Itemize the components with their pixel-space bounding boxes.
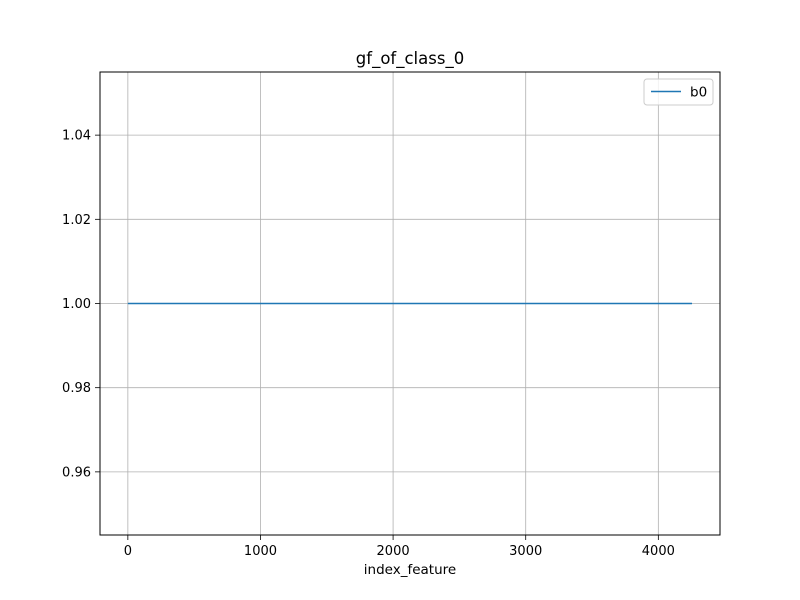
legend: b0	[643, 78, 714, 106]
x-axis: 0 1000 2000 3000 4000	[124, 535, 675, 559]
x-tick-label: 4000	[642, 544, 675, 559]
y-axis: 0.96 0.98 1.00 1.02 1.04	[62, 129, 100, 480]
chart-title: gf_of_class_0	[356, 49, 464, 69]
y-tick-label: 0.98	[62, 381, 91, 396]
y-tick-label: 1.02	[62, 213, 91, 228]
x-axis-label: index_feature	[364, 562, 456, 578]
y-tick-label: 0.96	[62, 465, 91, 480]
x-tick-label: 2000	[377, 544, 410, 559]
legend-label-b0: b0	[690, 85, 707, 101]
y-tick-label: 1.04	[62, 129, 91, 144]
x-tick-label: 1000	[244, 544, 277, 559]
y-tick-label: 1.00	[62, 297, 91, 312]
x-tick-label: 0	[124, 544, 132, 559]
x-tick-label: 3000	[509, 544, 542, 559]
